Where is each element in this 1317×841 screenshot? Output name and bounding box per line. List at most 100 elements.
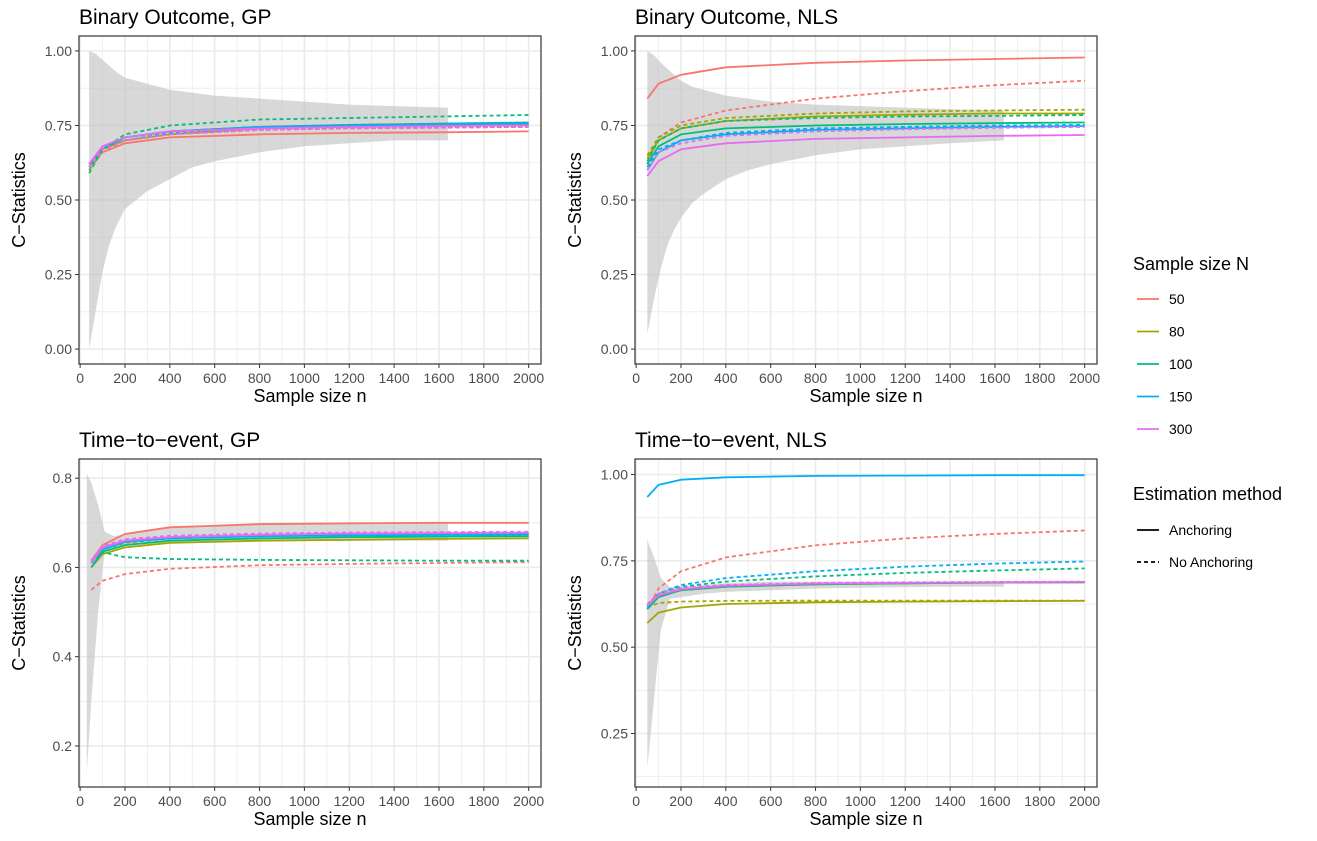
x-tick-label: 1600	[423, 370, 454, 386]
legend-label: 50	[1169, 291, 1185, 307]
series-line-N50-anchoring	[90, 521, 529, 562]
x-tick-label: 1400	[935, 793, 966, 809]
series-line-N100-no-anchoring	[88, 114, 529, 174]
panel-title: Time−to−event, GP	[79, 429, 260, 452]
x-tick-label: 1600	[979, 370, 1010, 386]
panel-3: 0 200 400 600 800 1000 1200 1400 1600 1800 2000 0.2…	[9, 429, 544, 829]
series-line-N300-no-anchoring	[646, 126, 1085, 171]
x-tick-label: 2000	[1069, 793, 1100, 809]
x-tick-label: 1200	[334, 370, 365, 386]
panel-title: Binary Outcome, GP	[79, 6, 272, 29]
y-tick-label: 1.00	[601, 467, 628, 483]
y-tick-label: 0.50	[601, 639, 628, 655]
x-tick-label: 0	[76, 370, 84, 386]
y-tick-label: 0.2	[53, 738, 73, 754]
x-tick-label: 800	[804, 793, 828, 809]
confidence-band	[647, 540, 1004, 768]
series-line-N300-anchoring	[88, 124, 529, 165]
x-axis-label: Sample size n	[253, 809, 366, 829]
x-tick-label: 1800	[468, 793, 499, 809]
y-tick-label: 0.8	[53, 470, 73, 486]
series-line-N300-anchoring	[646, 134, 1085, 177]
x-tick-label: 0	[632, 370, 640, 386]
y-tick-label: 0.25	[45, 267, 72, 283]
x-axis-label: Sample size n	[809, 386, 922, 406]
series-line-N50-anchoring	[88, 130, 529, 165]
legend-item-no-anchoring: No Anchoring	[1137, 554, 1253, 570]
x-tick-label: 1000	[289, 793, 320, 809]
series-line-N100-no-anchoring	[90, 550, 529, 564]
series-line-N150-no-anchoring	[646, 124, 1085, 168]
x-tick-label: 200	[113, 370, 137, 386]
series-line-N80-anchoring	[90, 537, 529, 568]
legend-label: 150	[1169, 389, 1193, 405]
x-tick-label: 1200	[890, 793, 921, 809]
plot-area	[646, 50, 1085, 335]
confidence-band	[647, 50, 1004, 335]
series-line-N300-anchoring	[90, 531, 529, 564]
y-tick-label: 0.00	[45, 341, 72, 357]
x-axis-label: Sample size n	[809, 809, 922, 829]
x-tick-label: 800	[804, 370, 828, 386]
x-tick-label: 1200	[334, 793, 365, 809]
y-tick-label: 0.50	[601, 192, 628, 208]
y-tick-label: 1.00	[45, 43, 72, 59]
x-tick-label: 200	[669, 793, 693, 809]
panel-title: Time−to−event, NLS	[635, 429, 827, 452]
series-line-N50-no-anchoring	[646, 529, 1085, 610]
panel-1: 0 200 400 600 800 1000 1200 1400 1600 1800 2000 0.0…	[9, 6, 544, 406]
x-tick-label: 1000	[845, 793, 876, 809]
series-line-N150-no-anchoring	[646, 560, 1085, 609]
x-tick-label: 200	[669, 370, 693, 386]
x-tick-label: 1400	[379, 370, 410, 386]
y-axis-label: C−Statistics	[565, 575, 585, 671]
x-tick-label: 400	[714, 793, 738, 809]
series-line-N300-no-anchoring	[88, 126, 529, 168]
legend-label: 80	[1169, 324, 1185, 340]
x-tick-label: 2000	[513, 370, 544, 386]
x-tick-label: 400	[158, 370, 182, 386]
panel-title: Binary Outcome, NLS	[635, 6, 838, 29]
x-axis-label: Sample size n	[253, 386, 366, 406]
series-line-N50-anchoring	[646, 56, 1085, 100]
y-tick-label: 0.75	[601, 553, 628, 569]
series-line-N150-anchoring	[90, 533, 529, 564]
panel-background	[79, 459, 541, 787]
panels: 0 200 400 600 800 1000 1200 1400 1600 1800 20000.0…	[9, 6, 1100, 829]
legend: Sample size N 50 80 100 150 300 Estimation m…	[1133, 254, 1282, 570]
y-tick-label: 1.00	[601, 43, 628, 59]
panel-border	[634, 458, 1098, 788]
y-tick-label: 0.00	[601, 341, 628, 357]
series-line-N50-no-anchoring	[646, 79, 1085, 165]
series-line-N300-no-anchoring	[90, 530, 529, 562]
series-line-N50-no-anchoring	[90, 561, 529, 591]
panel-border	[78, 35, 542, 365]
plot-area	[88, 50, 529, 350]
series-line-N80-anchoring	[646, 112, 1085, 159]
y-tick-label: 0.75	[45, 117, 72, 133]
legend-label: 300	[1169, 421, 1193, 437]
y-tick-label: 0.25	[601, 267, 628, 283]
legend-item-N80: 80	[1137, 324, 1185, 340]
series-line-N100-anchoring	[90, 535, 529, 568]
x-tick-label: 0	[632, 793, 640, 809]
x-tick-label: 1600	[423, 793, 454, 809]
panel-border	[78, 458, 542, 788]
x-tick-label: 800	[248, 793, 272, 809]
legend-label: 100	[1169, 356, 1193, 372]
legend-item-N100: 100	[1137, 356, 1193, 372]
x-tick-label: 0	[76, 793, 84, 809]
series-line-N150-anchoring	[646, 474, 1085, 498]
x-tick-label: 400	[158, 793, 182, 809]
y-axis-label: C−Statistics	[565, 152, 585, 248]
x-tick-label: 600	[759, 370, 783, 386]
x-tick-label: 2000	[1069, 370, 1100, 386]
series-line-N300-no-anchoring	[646, 580, 1085, 605]
x-tick-label: 200	[113, 793, 137, 809]
x-tick-label: 1800	[1024, 370, 1055, 386]
legend-label: Anchoring	[1169, 522, 1232, 538]
y-tick-label: 0.50	[45, 192, 72, 208]
y-axis-label: C−Statistics	[9, 575, 29, 671]
panel-2: 0 200 400 600 800 1000 1200 1400 1600 1800 2000 0.0…	[565, 6, 1100, 406]
